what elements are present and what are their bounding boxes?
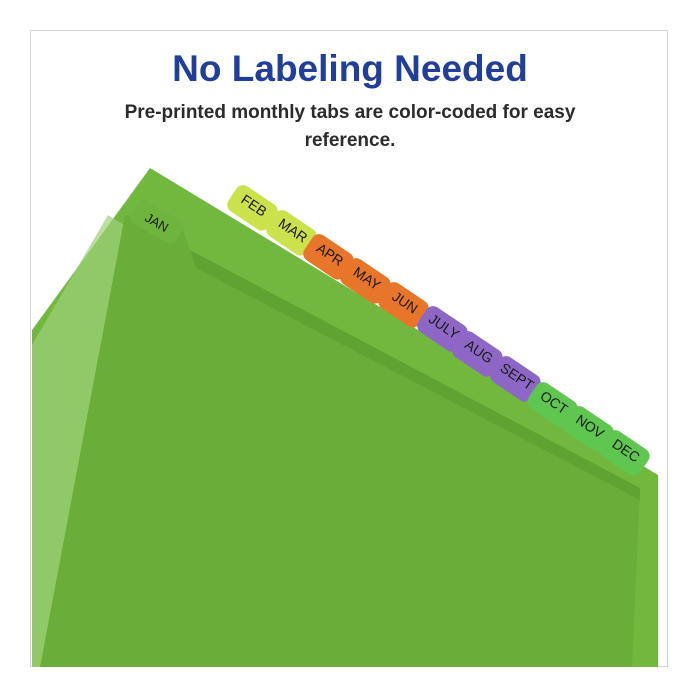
tab-body xyxy=(417,306,468,352)
tab-body xyxy=(527,382,578,428)
tab-oct: OCT xyxy=(527,382,578,428)
tab-jun: JUN xyxy=(378,282,429,328)
front-divider-shade xyxy=(190,250,640,500)
tab-body xyxy=(490,356,541,402)
tab-body xyxy=(452,331,503,377)
tab-jan: JAN xyxy=(130,200,184,244)
tab-body xyxy=(378,282,429,328)
front-divider-sheet xyxy=(40,215,640,667)
tab-body xyxy=(599,430,650,476)
tab-body xyxy=(227,185,278,231)
tab-body xyxy=(563,406,614,452)
tab-body xyxy=(266,210,317,256)
tab-body xyxy=(340,258,391,304)
headline: No Labeling Needed xyxy=(172,48,528,89)
tab-body xyxy=(303,234,354,280)
subheadline: Pre-printed monthly tabs are color-coded… xyxy=(124,102,576,151)
